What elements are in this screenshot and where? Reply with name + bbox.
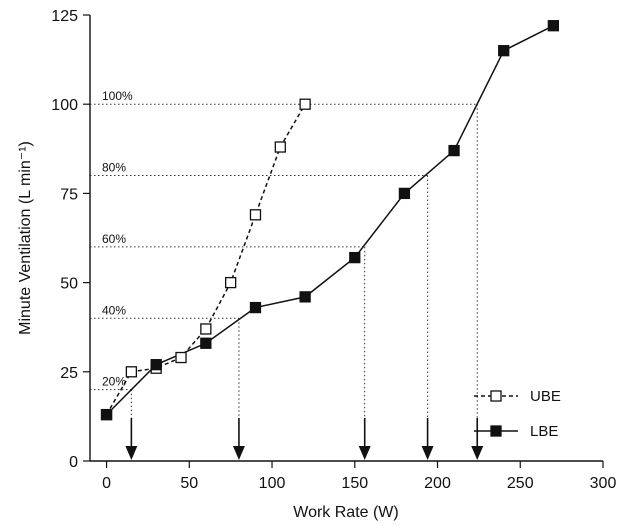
threshold-arrow-head xyxy=(421,446,434,460)
legend-ube-marker-icon xyxy=(490,390,502,402)
threshold-arrow-head xyxy=(358,446,371,460)
x-tick-label: 100 xyxy=(259,475,286,492)
x-tick-label: 200 xyxy=(424,475,451,492)
data-point-lbe xyxy=(200,337,212,349)
threshold-arrow-head xyxy=(232,446,245,460)
threshold-label: 20% xyxy=(102,375,126,389)
x-tick-label: 250 xyxy=(507,475,534,492)
threshold-label: 80% xyxy=(102,161,126,175)
data-point-lbe xyxy=(547,20,560,32)
legend-ube-label: UBE xyxy=(530,388,561,405)
threshold-arrow-head xyxy=(125,446,138,460)
y-tick-label: 0 xyxy=(69,454,78,471)
data-point-lbe xyxy=(150,359,162,371)
data-point-lbe xyxy=(249,301,262,314)
threshold-arrow-head xyxy=(471,446,484,460)
x-tick-label: 0 xyxy=(102,475,111,492)
x-tick-label: 300 xyxy=(590,475,617,492)
y-tick-label: 125 xyxy=(51,8,78,25)
threshold-annotations: 20% 40% 60% 80% 100% xyxy=(90,89,484,460)
data-point-ube xyxy=(299,98,311,110)
legend: UBE LBE xyxy=(474,388,561,440)
data-point-ube xyxy=(274,141,286,153)
y-tick-label: 100 xyxy=(51,97,78,114)
data-markers xyxy=(100,20,560,421)
data-point-ube xyxy=(200,323,212,335)
y-tick-label: 50 xyxy=(60,276,78,293)
axes xyxy=(89,15,603,462)
series-lines xyxy=(105,25,554,416)
data-point-ube xyxy=(175,351,187,364)
data-point-lbe xyxy=(498,45,510,57)
data-point-lbe xyxy=(100,408,113,421)
legend-item-ube: UBE xyxy=(474,388,561,405)
data-point-ube xyxy=(225,276,237,289)
series-line-lbe xyxy=(106,25,554,416)
data-point-lbe xyxy=(299,291,311,303)
x-axis-title: Work Rate (W) xyxy=(293,504,398,521)
legend-lbe-marker-icon xyxy=(490,425,502,437)
x-tick-label: 50 xyxy=(180,475,198,492)
series-line-ube xyxy=(105,103,306,415)
y-tick-label: 75 xyxy=(60,186,78,203)
threshold-label: 60% xyxy=(102,232,126,246)
data-point-lbe xyxy=(448,144,460,157)
y-tick-label: 25 xyxy=(60,365,78,382)
y-axis-title: Minute Ventilation (L min⁻¹) xyxy=(17,141,34,335)
x-tick-label: 150 xyxy=(341,475,368,492)
legend-item-lbe: LBE xyxy=(474,423,558,440)
axis-ticks: 0 50 100 150 200 250 300 0 25 50 75 100 125 xyxy=(51,8,616,492)
threshold-label: 40% xyxy=(102,303,126,317)
data-point-ube xyxy=(249,209,262,221)
data-point-ube xyxy=(125,366,138,378)
data-point-lbe xyxy=(398,187,411,200)
legend-lbe-label: LBE xyxy=(530,423,558,440)
data-point-lbe xyxy=(349,251,361,264)
threshold-label: 100% xyxy=(102,89,133,103)
